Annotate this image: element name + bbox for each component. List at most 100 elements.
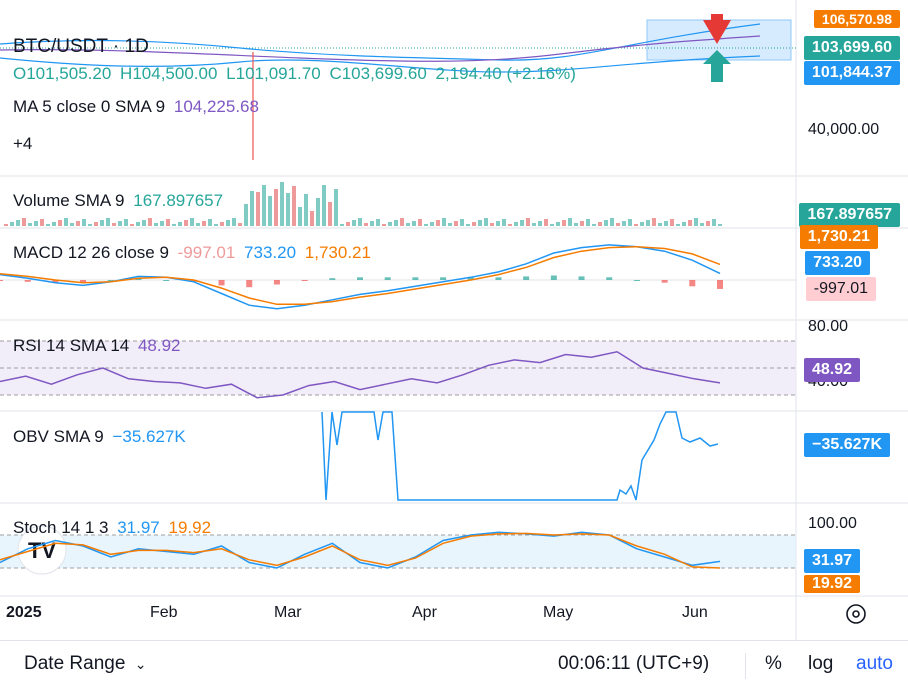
ma-line [0, 35, 761, 62]
macd-label: MACD 12 26 close 9 [13, 243, 169, 262]
volume-bar [640, 222, 644, 226]
volume-value: 167.897657 [133, 191, 224, 210]
volume-bar [646, 220, 650, 226]
stoch-legend[interactable]: Stoch 14 1 3 31.97 19.92 [13, 518, 215, 538]
volume-pane [4, 182, 722, 226]
arrow-down-stem [711, 14, 723, 26]
timezone-clock[interactable]: 00:06:11 (UTC+9) [558, 653, 710, 674]
time-label-jun: Jun [682, 604, 708, 621]
macd-histogram-bar [24, 280, 31, 282]
symbol-title: BTC/USDT · 1D [13, 36, 153, 58]
volume-bar [412, 221, 416, 226]
volume-bar [502, 219, 506, 226]
volume-bar [406, 223, 410, 226]
macd-line-badge: 733.20 [805, 251, 870, 275]
rsi-legend[interactable]: RSI 14 SMA 14 48.92 [13, 336, 185, 356]
time-label-mar: Mar [274, 604, 302, 621]
volume-bar [88, 224, 92, 226]
date-range-button[interactable]: Date Range ⌄ [24, 653, 146, 675]
volume-bar [4, 224, 8, 226]
pane-separators [0, 0, 908, 640]
volume-bar [574, 223, 578, 226]
stoch-100-label: 100.00 [808, 515, 857, 532]
volume-bar [358, 218, 362, 226]
more-indicators-toggle[interactable]: +4 [13, 134, 36, 154]
date-range-label: Date Range [24, 653, 126, 674]
toolbar-divider [745, 653, 746, 679]
tradingview-logo[interactable] [17, 525, 67, 575]
volume-bar [448, 223, 452, 226]
volume-bar [178, 222, 182, 226]
macd-histogram-bar [190, 280, 197, 282]
obv-legend[interactable]: OBV SMA 9 −35.627K [13, 427, 190, 447]
chart-canvas[interactable]: TV [0, 0, 908, 640]
macd-histogram-bar [357, 277, 363, 280]
ohlc-low: L101,091.70 [226, 64, 321, 83]
log-scale-button[interactable]: log [808, 653, 834, 674]
auto-scale-button[interactable]: auto [856, 653, 893, 674]
volume-bar [652, 218, 656, 226]
volume-bar [124, 219, 128, 226]
macd-histogram-bar [440, 277, 447, 280]
macd-histogram-bar [606, 277, 613, 280]
volume-bar [676, 224, 680, 226]
ohlc-open: O101,505.20 [13, 64, 112, 83]
volume-bar [694, 218, 698, 226]
bollinger-band-upper [0, 23, 761, 61]
rsi-80-label: 80.00 [808, 318, 849, 335]
macd-histogram-bar [135, 278, 142, 280]
volume-bar [52, 222, 56, 226]
volume-bar [196, 223, 200, 226]
volume-bar [76, 221, 80, 226]
volume-bar [262, 185, 266, 226]
volume-bar [268, 196, 272, 226]
bottom-toolbar: Date Range ⌄ 00:06:11 (UTC+9) % log auto [0, 640, 908, 688]
volume-bar [82, 219, 86, 226]
volume-bar [388, 222, 392, 226]
obv-value: −35.627K [112, 427, 186, 446]
volume-bar [442, 218, 446, 226]
time-label-apr: Apr [412, 604, 437, 621]
settings-gear-icon[interactable] [846, 604, 866, 624]
rsi-line [0, 351, 721, 399]
volume-bar [244, 204, 248, 226]
volume-bar [118, 221, 122, 226]
volume-bar [40, 219, 44, 226]
symbol-name: BTC/USDT · 1D [13, 36, 149, 57]
volume-bar [106, 218, 110, 226]
volume-bar [706, 221, 710, 226]
volume-bar [226, 220, 230, 226]
volume-bar [688, 220, 692, 226]
macd-signal-value: 1,730.21 [304, 243, 371, 262]
volume-bar [250, 191, 254, 226]
macd-histogram-bar [80, 280, 87, 283]
price-pane [0, 14, 796, 160]
ohlc-change: 2,194.40 (+2.16%) [435, 64, 576, 83]
ma-legend[interactable]: MA 5 close 0 SMA 9 104,225.68 [13, 97, 263, 117]
volume-legend[interactable]: Volume SMA 9 167.897657 [13, 191, 227, 211]
macd-histogram-bar [329, 278, 336, 280]
volume-bar [532, 223, 536, 226]
volume-bar [238, 223, 242, 226]
macd-histogram-bar [467, 277, 474, 280]
arrow-up-icon [703, 50, 731, 64]
volume-bar [598, 222, 602, 226]
macd-histogram-bar [163, 280, 170, 281]
volume-bar [148, 218, 152, 226]
volume-bar [472, 222, 476, 226]
time-label-may: May [543, 604, 574, 621]
macd-legend[interactable]: MACD 12 26 close 9 -997.01 733.20 1,730.… [13, 243, 375, 263]
macd-histogram-bar [301, 280, 308, 281]
percent-scale-button[interactable]: % [765, 653, 782, 674]
volume-bar [322, 185, 326, 226]
volume-bar [550, 224, 554, 226]
macd-histogram-bar [218, 280, 225, 286]
volume-bar [454, 221, 458, 226]
macd-histogram-bar [633, 280, 640, 281]
volume-bar [364, 223, 368, 226]
macd-histogram-bar [523, 276, 530, 280]
volume-bar [430, 222, 434, 226]
macd-histogram-bar [689, 280, 696, 287]
volume-bar [328, 202, 332, 226]
volume-bar [46, 224, 50, 226]
